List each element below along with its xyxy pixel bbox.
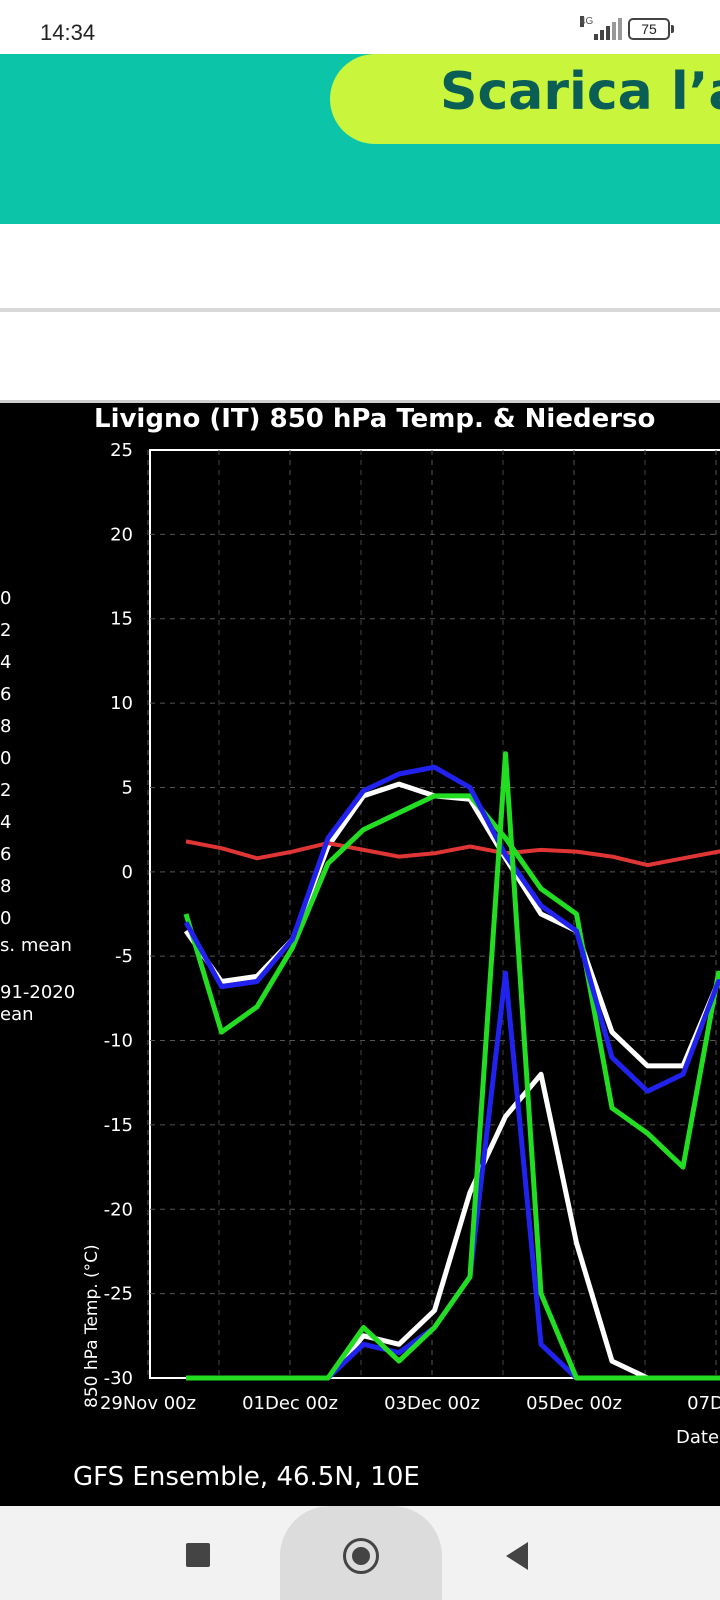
- chart-container: Livigno (IT) 850 hPa Temp. & Niederso 25…: [0, 403, 720, 1506]
- legend-fragment: 4: [0, 652, 11, 673]
- status-icons: 4G 75: [580, 16, 674, 40]
- x-tick-label: 29Nov 00z: [100, 1393, 196, 1414]
- series-line: [183, 781, 720, 1069]
- series-line: [186, 751, 720, 1381]
- y-tick-label: 10: [110, 693, 133, 714]
- legend-fragment: 8: [0, 716, 11, 737]
- banner-pill[interactable]: [330, 54, 720, 144]
- y-tick-label: 20: [110, 524, 133, 545]
- grid-layer: [147, 450, 720, 1378]
- legend-fragment: 0: [0, 748, 11, 769]
- legend-fragment: 6: [0, 844, 11, 865]
- y-tick-label: -10: [104, 1031, 133, 1052]
- legend-fragment: 2: [0, 620, 11, 641]
- divider: [0, 308, 720, 312]
- y-tick-label: -15: [104, 1115, 133, 1136]
- y-axis-label: 850 hPa Temp. (°C): [82, 1244, 102, 1408]
- legend-fragment: 8: [0, 876, 11, 897]
- y-tick-label: 5: [122, 777, 133, 798]
- banner-text[interactable]: Scarica l’ap: [440, 62, 720, 122]
- legend-fragment: 0: [0, 908, 11, 929]
- y-tick-label: -20: [104, 1199, 133, 1220]
- series-line: [183, 793, 720, 1170]
- y-tick-label: -25: [104, 1284, 133, 1305]
- legend-fragment: 2: [0, 780, 11, 801]
- legend-fragment: ean: [0, 1004, 34, 1025]
- network-type: 4G: [580, 16, 594, 27]
- status-time: 14:34: [40, 20, 96, 45]
- y-tick-label: 0: [122, 862, 133, 883]
- y-tick-label: -30: [104, 1368, 133, 1389]
- app-download-banner[interactable]: Scarica l’ap: [0, 54, 720, 224]
- battery-icon: 75: [628, 18, 674, 40]
- home-button[interactable]: [343, 1538, 379, 1574]
- legend-fragment: 6: [0, 684, 11, 705]
- recent-apps-button[interactable]: [186, 1543, 210, 1567]
- x-tick-label: 03Dec 00z: [384, 1393, 480, 1414]
- legend-fragment: 0: [0, 588, 11, 609]
- x-tick-label: 07Dec: [687, 1393, 720, 1414]
- navigation-bar: [0, 1506, 720, 1600]
- series-line: [183, 764, 720, 1094]
- legend-fragment: 91-2020: [0, 982, 75, 1003]
- chart-title: Livigno (IT) 850 hPa Temp. & Niederso: [94, 404, 655, 434]
- series-line: [186, 970, 720, 1381]
- source-label: GFS Ensemble, 46.5N, 10E: [73, 1462, 420, 1492]
- series-line: [186, 1071, 720, 1381]
- series-layer: [183, 751, 720, 1381]
- signal-icon: 4G: [580, 16, 622, 40]
- x-axis-label: Date: [676, 1427, 719, 1448]
- y-tick-labels: 25 20 15 10 5 0 -5 -10 -15 -20 -25 -30: [104, 440, 133, 1389]
- plot-frame: [149, 449, 720, 1379]
- x-tick-labels: 29Nov 00z 01Dec 00z 03Dec 00z 05Dec 00z 07De…: [100, 1393, 720, 1414]
- x-tick-label: 01Dec 00z: [242, 1393, 338, 1414]
- y-tick-label: 25: [110, 440, 133, 461]
- x-tick-label: 05Dec 00z: [526, 1393, 622, 1414]
- back-button[interactable]: [506, 1542, 528, 1570]
- y-tick-label: -5: [115, 946, 133, 967]
- legend-fragment: s. mean: [0, 935, 72, 956]
- y-tick-label: 15: [110, 609, 133, 630]
- status-bar: 14:34 4G 75: [0, 0, 720, 54]
- divider-2: [0, 400, 720, 403]
- ensemble-chart: Livigno (IT) 850 hPa Temp. & Niederso 25…: [0, 404, 720, 1492]
- legend-fragment: 4: [0, 812, 11, 833]
- series-line: [185, 839, 720, 868]
- blank-area: [0, 224, 720, 308]
- blank-area-2: [0, 312, 720, 400]
